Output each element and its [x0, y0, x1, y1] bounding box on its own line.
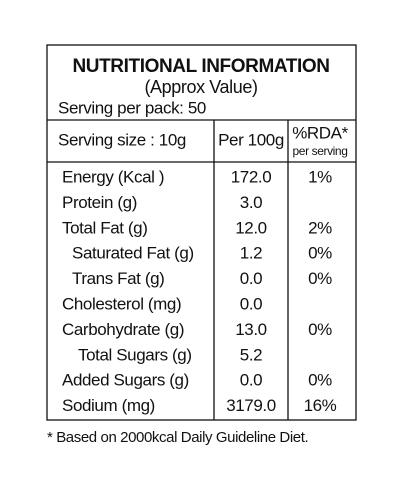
- per-100g-value: 13.0: [235, 320, 267, 339]
- serving-size: Serving size : 10g: [58, 130, 186, 149]
- nutrient-name: Trans Fat (g): [72, 269, 164, 288]
- per-100g-value: 12.0: [235, 218, 267, 237]
- column-header: %RDA*: [292, 123, 348, 142]
- per-100g-value: 0.0: [240, 269, 262, 288]
- nutrient-name: Added Sugars (g): [62, 371, 189, 390]
- nutrient-name: Total Fat (g): [62, 218, 148, 237]
- footnote: * Based on 2000kcal Daily Guideline Diet…: [47, 429, 308, 446]
- per-100g-value: 1.2: [240, 244, 262, 263]
- rda-value: 1%: [308, 167, 332, 186]
- rda-value: 0%: [308, 371, 332, 390]
- per-100g-value: 3.0: [240, 193, 262, 212]
- column-header: Per 100g: [218, 130, 284, 149]
- per-100g-value: 5.2: [240, 345, 262, 364]
- nutrient-name: Energy (Kcal ): [62, 167, 164, 186]
- rda-value: 16%: [304, 396, 337, 415]
- nutrient-name: Cholesterol (mg): [62, 294, 181, 313]
- rda-value: 0%: [308, 320, 332, 339]
- serving-per-pack: Serving per pack: 50: [58, 98, 206, 117]
- nutrient-name: Protein (g): [62, 193, 137, 212]
- column-subheader: per serving: [293, 144, 348, 158]
- subtitle: (Approx Value): [144, 77, 257, 97]
- outer-border: [46, 44, 357, 421]
- nutrient-name: Sodium (mg): [62, 396, 155, 415]
- rda-value: 0%: [308, 269, 332, 288]
- per-100g-value: 172.0: [231, 167, 272, 186]
- title: NUTRITIONAL INFORMATION: [72, 56, 329, 77]
- per-100g-value: 0.0: [240, 294, 262, 313]
- nutrient-name: Saturated Fat (g): [72, 244, 194, 263]
- nutrient-name: Carbohydrate (g): [62, 320, 184, 339]
- rda-value: 2%: [308, 218, 332, 237]
- per-100g-value: 3179.0: [226, 396, 276, 415]
- rda-value: 0%: [308, 244, 332, 263]
- nutrient-name: Total Sugars (g): [78, 345, 192, 364]
- per-100g-value: 0.0: [240, 371, 262, 390]
